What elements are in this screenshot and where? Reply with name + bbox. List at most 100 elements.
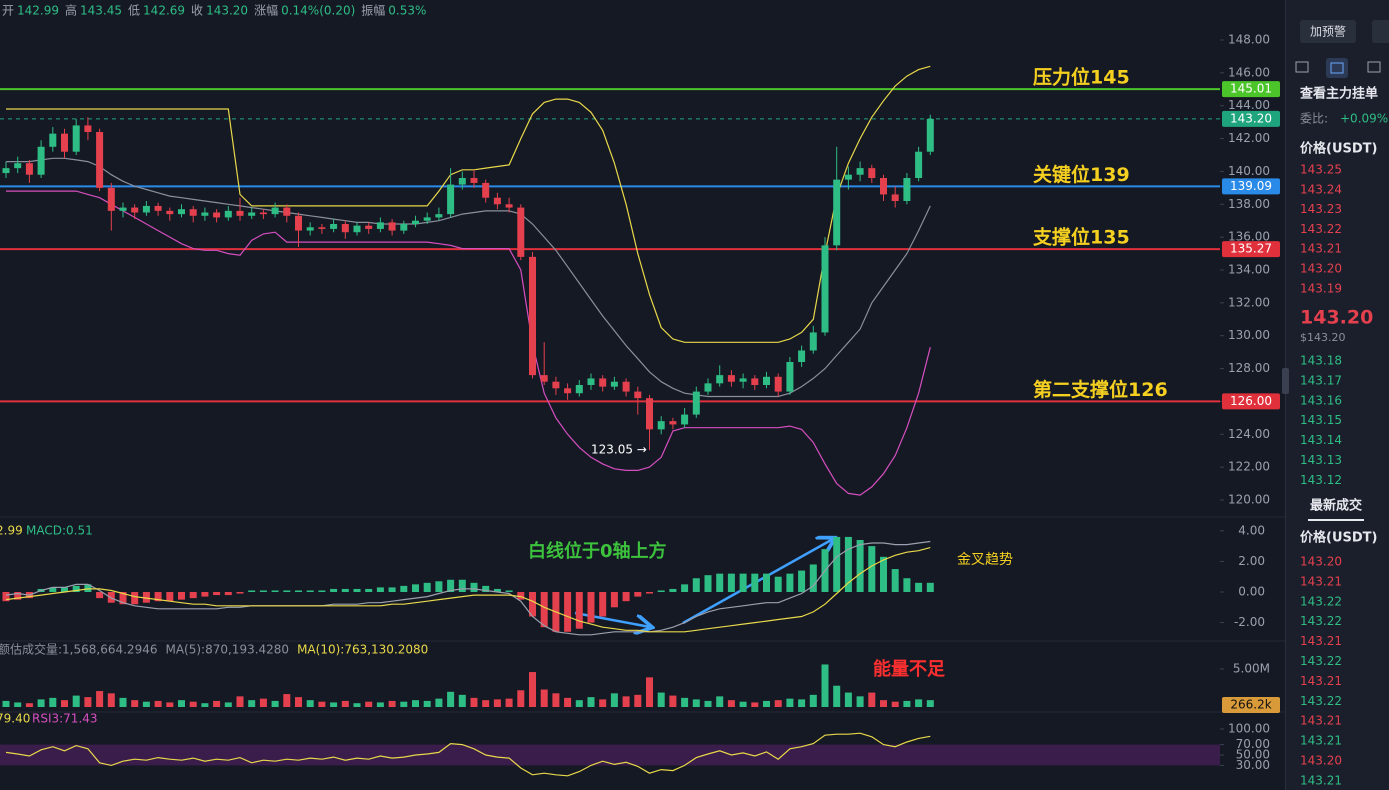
price-header: 价格(USDT) [1300,141,1377,157]
header-label: 高 [65,3,77,18]
bid-price: 143.18 [1300,354,1342,368]
macd-bar [798,570,806,592]
macd-bar [517,592,525,600]
extra-button[interactable] [1372,20,1389,43]
macd-header: 2.99 [0,524,23,538]
y-tick-label: 136.00 [1228,230,1270,244]
macd-bar [786,573,794,592]
macd-bar [575,592,583,629]
candle-body [423,217,431,221]
candle-body [25,163,33,175]
dea-line [5,547,931,633]
trade-price: 143.22 [1300,594,1342,608]
y-tick-label: 144.00 [1228,98,1270,112]
volume-bar [376,702,384,707]
volume-header: MA(10):763,130.2080 [297,643,428,657]
volume-bar [306,700,314,707]
volume-bar [295,697,302,707]
volume-bar [809,694,817,707]
macd-bar [400,585,408,592]
volume-bar [423,700,431,707]
volume-bar [412,700,419,707]
volume-bar [271,700,279,707]
macd-bar [470,582,478,592]
header-label: 低 [128,4,140,18]
volume-bar [763,700,770,707]
volume-bar [25,703,33,707]
macd-bar [201,592,209,597]
volume-bar [716,696,724,707]
ask-price: 143.23 [1300,202,1342,216]
y-tick-label: 4.00 [1238,523,1265,537]
volume-bar [201,703,209,707]
macd-bar [669,588,677,592]
candle-body [283,207,291,216]
alert-button-text[interactable]: 加预警 [1310,24,1346,39]
macd-bar [599,592,607,617]
candle-body [131,207,139,213]
y-tick-label: 0.00 [1238,585,1265,599]
volume-bar [2,700,10,707]
candle-body [2,168,10,174]
collapse-handle[interactable] [1282,368,1289,394]
ask-price: 143.22 [1300,222,1342,236]
candle-body [763,376,770,385]
macd-bar [716,573,724,592]
macd-bar [365,588,373,592]
volume-bar [880,700,887,707]
main-orders[interactable]: 查看主力挂单 [1299,86,1378,102]
icon[interactable] [1295,61,1309,73]
trade-price: 143.21 [1300,734,1342,748]
alert-button[interactable] [1300,20,1356,43]
volume-bar [400,701,408,707]
volume-bar [96,691,104,707]
icon-active[interactable] [1326,58,1348,78]
icon[interactable] [1330,62,1344,74]
volume-bar [564,697,572,707]
macd-bar [891,569,899,592]
y-tick-label: 5.00M [1233,662,1270,676]
macd-bar [458,579,466,592]
volume-bar [599,699,607,707]
candle-body [610,381,618,387]
annotation: 能量不足 [873,658,945,680]
macd-bar [341,588,349,592]
macd-bar [681,584,689,592]
bid-price: 143.14 [1300,433,1342,447]
macd-bar [213,592,221,596]
macd-bar [704,575,712,592]
volume-bar [751,702,759,707]
macd-bar [236,592,244,594]
candle-body [540,375,548,382]
volume-bar [37,699,45,707]
y-tick-label: 134.00 [1228,263,1270,277]
icon[interactable] [1367,61,1381,73]
last-price-usd: $143.20 [1300,331,1346,344]
price-tag-text: 143.20 [1230,111,1272,125]
macd-bar [271,590,279,592]
trades-title[interactable]: 最新成交 [1310,498,1362,514]
candle-body [552,381,560,389]
volume-bar [833,685,841,707]
volume-bar [341,700,349,707]
macd-bar [178,592,185,600]
price-tag-text: 126.00 [1230,394,1272,408]
volume-bar [529,672,536,707]
volume-bar [154,700,162,707]
price-tag [1222,178,1280,195]
header-label: 开 [2,4,14,18]
ask-price: 143.24 [1300,182,1342,196]
level-label: 压力位145 [1033,66,1130,89]
volume-tag [1222,696,1280,713]
macd-bar [353,588,361,592]
bid-price: 143.12 [1300,473,1342,487]
macd-bar [166,592,174,602]
candle-body [482,182,490,198]
bollinger-line [6,157,931,398]
bid-price: 143.16 [1300,393,1342,407]
macd-bar [915,582,923,592]
candle-body [72,125,80,152]
candle-body [856,168,864,175]
header-label: 涨幅 [254,3,278,18]
macd-bar [435,581,443,592]
